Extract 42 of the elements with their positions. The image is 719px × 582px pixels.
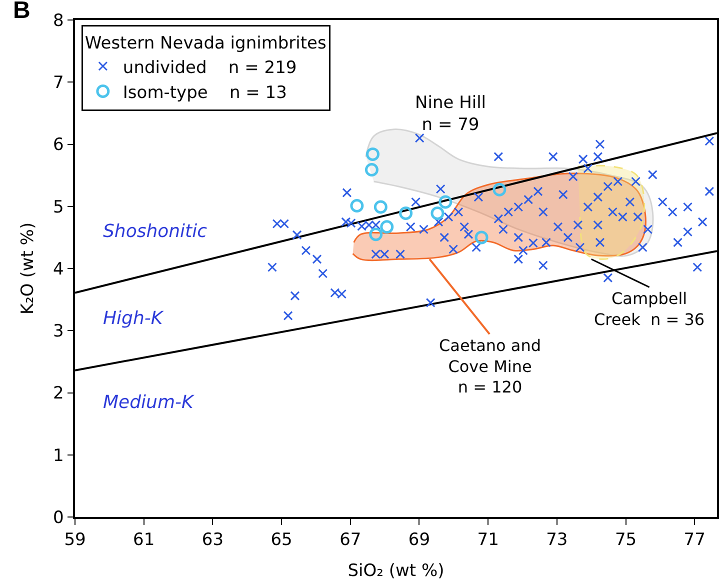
y-tick-label: 7: [53, 73, 64, 94]
y-tick-label: 8: [53, 10, 64, 31]
x-tick-label: 75: [614, 530, 637, 550]
point: [399, 206, 413, 220]
point: [430, 206, 444, 220]
point: [369, 228, 383, 242]
y-tick-label: 6: [53, 135, 64, 156]
x-tick-label: 73: [546, 530, 568, 550]
x-tick-label: 69: [408, 530, 430, 550]
text: B: [13, 0, 30, 24]
annotation: Nine Hill n = 79: [415, 93, 486, 136]
legend-title: Western Nevada ignimbrites: [84, 34, 327, 54]
point: [380, 220, 394, 234]
point: [364, 162, 378, 176]
y-tick-label: 1: [53, 446, 64, 466]
x-tick-label: 63: [202, 530, 224, 550]
point: [474, 230, 488, 244]
x-tick-label: 67: [340, 530, 362, 550]
annotation: Campbell Creek n = 36: [594, 289, 705, 329]
point: [374, 200, 388, 214]
point: [492, 182, 506, 196]
y-tick-label: 4: [53, 259, 64, 280]
annotation: Caetano and Cove Mine n = 120: [439, 336, 542, 397]
y-tick-label: 3: [53, 322, 64, 342]
y-tick-label: 5: [53, 197, 64, 218]
x-tick-label: 61: [133, 530, 155, 550]
x-tick-label: 71: [477, 530, 499, 550]
legend-label: Isom-type n = 13: [122, 82, 287, 103]
x-tick-label: 59: [64, 530, 86, 550]
y-tick-label: 2: [53, 384, 64, 404]
point: [438, 195, 452, 209]
x-tick-label: 65: [270, 530, 292, 550]
x-axis-title: SiO₂ (wt %): [348, 561, 444, 582]
annotation: Medium-K: [103, 392, 194, 413]
y-tick-label: 0: [53, 508, 64, 528]
annotation: Shoshonitic: [103, 221, 208, 242]
annotation: High-K: [103, 308, 164, 329]
y-axis-title: K₂O (wt %): [18, 222, 38, 315]
point: [366, 147, 380, 161]
legend-label: undivided n = 219: [122, 58, 297, 78]
point: [350, 199, 364, 212]
x-tick-label: 77: [684, 530, 706, 550]
